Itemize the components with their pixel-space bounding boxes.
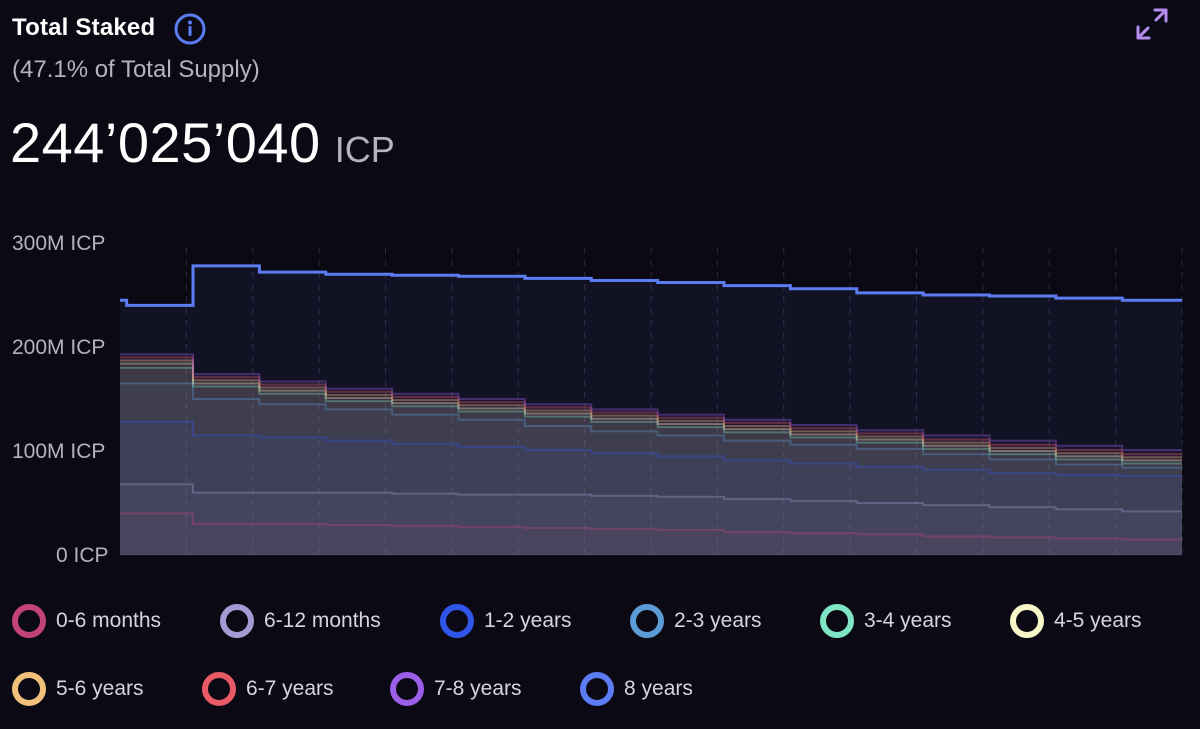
chart-header: Total Staked (47.1% of Total Supply) xyxy=(12,10,260,84)
area-5-6-years[interactable] xyxy=(120,360,1182,555)
series-line-8-years[interactable] xyxy=(120,264,1182,307)
supply-percentage: (47.1% of Total Supply) xyxy=(12,56,260,83)
area-6-7-years[interactable] xyxy=(120,357,1182,555)
legend-item[interactable]: 4-5 years xyxy=(1010,604,1142,638)
legend-label: 5-6 years xyxy=(56,677,144,700)
legend-item[interactable]: 6-12 months xyxy=(220,604,381,638)
legend-label: 2-3 years xyxy=(674,609,762,632)
legend-label: 1-2 years xyxy=(484,609,572,632)
series-line-2-3-years[interactable] xyxy=(120,382,1182,469)
legend-label: 7-8 years xyxy=(434,677,522,700)
area-7-8-years[interactable] xyxy=(120,354,1182,555)
legend-ring-icon xyxy=(390,672,424,706)
total-staked-value: 244’025’040 ICP xyxy=(10,110,395,175)
staked-unit: ICP xyxy=(334,129,395,170)
chart-title: Total Staked xyxy=(12,14,156,41)
area-1-2-years[interactable] xyxy=(120,421,1182,555)
legend-item[interactable]: 8 years xyxy=(580,672,693,706)
y-tick-label: 300M ICP xyxy=(12,232,105,255)
legend-ring-icon xyxy=(440,604,474,638)
info-icon[interactable] xyxy=(173,12,207,46)
y-tick-label: 100M ICP xyxy=(12,440,105,463)
legend-item[interactable]: 3-4 years xyxy=(820,604,952,638)
area-4-5-years[interactable] xyxy=(120,363,1182,555)
legend-item[interactable]: 7-8 years xyxy=(390,672,522,706)
legend-item[interactable]: 2-3 years xyxy=(630,604,762,638)
series-line-5-6-years[interactable] xyxy=(120,359,1182,459)
staked-amount: 244’025’040 xyxy=(10,111,321,174)
expand-icon[interactable] xyxy=(1134,6,1170,42)
legend-label: 3-4 years xyxy=(864,609,952,632)
staked-area-chart: 0 ICP 100M ICP 200M ICP 300M ICP xyxy=(12,232,1183,567)
legend-ring-icon xyxy=(12,604,46,638)
legend-label: 6-12 months xyxy=(264,609,381,632)
legend-label: 4-5 years xyxy=(1054,609,1142,632)
legend-ring-icon xyxy=(580,672,614,706)
y-tick-label: 200M ICP xyxy=(12,336,105,359)
series-line-6-7-years[interactable] xyxy=(120,356,1182,456)
legend-ring-icon xyxy=(1010,604,1044,638)
y-tick-label: 0 ICP xyxy=(56,544,109,567)
legend-ring-icon xyxy=(12,672,46,706)
legend-item[interactable]: 0-6 months xyxy=(12,604,161,638)
area-0-6-months[interactable] xyxy=(120,513,1182,555)
legend-ring-icon xyxy=(820,604,854,638)
legend-ring-icon xyxy=(220,604,254,638)
legend-ring-icon xyxy=(202,672,236,706)
series-line-7-8-years[interactable] xyxy=(120,353,1182,451)
legend-ring-icon xyxy=(630,604,664,638)
legend-item[interactable]: 5-6 years xyxy=(12,672,144,706)
legend-label: 6-7 years xyxy=(246,677,334,700)
series-line-1-2-years[interactable] xyxy=(120,420,1182,477)
area-8-years[interactable] xyxy=(120,265,1182,555)
legend-label: 0-6 months xyxy=(56,609,162,632)
legend-item[interactable]: 1-2 years xyxy=(440,604,572,638)
area-3-4-years[interactable] xyxy=(120,367,1182,555)
legend-label: 8 years xyxy=(624,677,693,700)
area-2-3-years[interactable] xyxy=(120,383,1182,555)
series-line-4-5-years[interactable] xyxy=(120,362,1182,462)
series-line-3-4-years[interactable] xyxy=(120,366,1182,465)
area-6-12-months[interactable] xyxy=(120,484,1182,555)
series-line-6-12-months[interactable] xyxy=(120,483,1182,513)
series-line-0-6-months[interactable] xyxy=(120,512,1182,541)
legend-item[interactable]: 6-7 years xyxy=(202,672,334,706)
